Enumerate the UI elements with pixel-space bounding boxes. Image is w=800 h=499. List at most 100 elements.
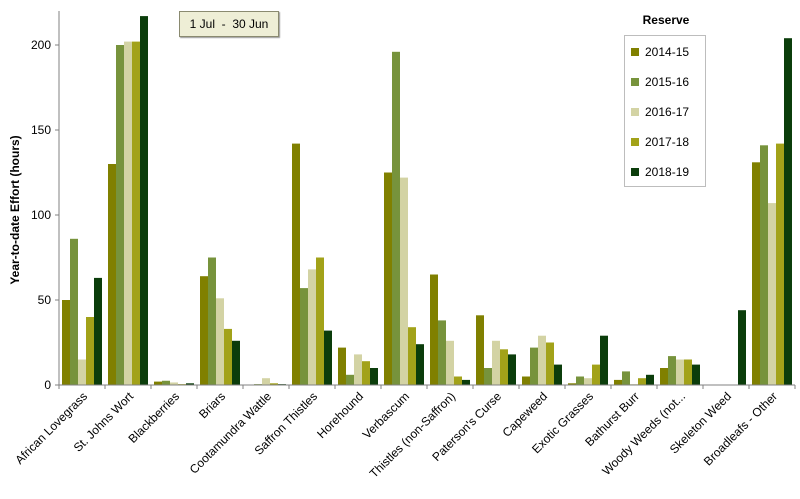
legend-item: 2017-18 — [631, 135, 689, 149]
legend-item: 2015-16 — [631, 75, 689, 89]
bar — [116, 45, 124, 385]
bar — [292, 143, 300, 385]
date-range-box: 1 Jul - 30 Jun — [179, 11, 279, 37]
bar — [646, 374, 654, 385]
bar — [70, 238, 78, 385]
bar — [492, 340, 500, 385]
bar — [454, 376, 462, 385]
bar — [576, 376, 584, 385]
bar — [78, 359, 86, 385]
y-tick-label: 100 — [31, 208, 51, 222]
bar — [132, 41, 140, 385]
bar — [538, 335, 546, 385]
bar — [760, 145, 768, 385]
bar — [300, 288, 308, 385]
bar — [584, 378, 592, 385]
bar — [660, 368, 668, 385]
x-tick-label: Briars — [196, 389, 228, 421]
bar — [768, 203, 776, 385]
legend-swatch — [631, 168, 639, 176]
bar — [522, 376, 530, 385]
y-tick-label: 0 — [44, 378, 51, 392]
bar — [476, 315, 484, 385]
legend-label: 2018-19 — [645, 165, 690, 179]
bar — [140, 16, 148, 385]
x-tick-label: Thistles (non-Saffron) — [367, 389, 458, 480]
bar — [462, 379, 470, 385]
bar — [676, 359, 684, 385]
bar — [270, 383, 278, 385]
bar — [738, 310, 746, 385]
bar — [530, 347, 538, 385]
legend-label: 2017-18 — [645, 135, 690, 149]
x-tick-label: African Lovegrass — [12, 389, 90, 467]
x-tick-label: Woody Weeds (not... — [599, 389, 688, 478]
bar — [208, 257, 216, 385]
bar — [438, 320, 446, 385]
bar — [108, 164, 116, 385]
legend-swatch — [631, 108, 639, 116]
bar — [546, 342, 554, 385]
legend-swatch — [631, 138, 639, 146]
bar — [124, 41, 132, 385]
bar — [684, 359, 692, 385]
bar — [186, 383, 194, 385]
bar — [370, 368, 378, 385]
bar — [752, 162, 760, 385]
bar — [392, 51, 400, 386]
legend-swatch — [631, 78, 639, 86]
legend-item: 2016-17 — [631, 105, 689, 119]
bar — [308, 269, 316, 385]
y-tick-label: 200 — [31, 38, 51, 52]
bars-group — [62, 16, 792, 386]
bar — [446, 340, 454, 385]
x-tick-label: Horehound — [314, 389, 366, 441]
legend-label: 2014-15 — [645, 45, 690, 59]
bar — [592, 364, 600, 385]
bar — [232, 340, 240, 385]
bar — [430, 274, 438, 385]
legend-title: Reserve — [642, 13, 690, 27]
bar — [484, 368, 492, 385]
bar — [338, 347, 346, 385]
bar — [554, 364, 562, 385]
bar — [224, 328, 232, 385]
bar — [216, 298, 224, 385]
legend-item: 2014-15 — [631, 45, 689, 59]
y-axis-label: Year-to-date Effort (hours) — [8, 135, 22, 284]
bar — [86, 317, 94, 385]
bar — [62, 300, 70, 385]
bar — [384, 172, 392, 385]
bar — [262, 378, 270, 385]
legend-swatch — [631, 48, 639, 56]
bar — [154, 381, 162, 385]
bar — [784, 38, 792, 385]
legend: 2014-15 2015-16 2016-17 2017-18 2018-19 — [624, 35, 706, 187]
bar — [94, 277, 102, 385]
legend-item: 2018-19 — [631, 165, 689, 179]
bar — [354, 354, 362, 385]
bar — [400, 177, 408, 385]
bar — [316, 257, 324, 385]
legend-label: 2015-16 — [645, 75, 690, 89]
bar — [622, 371, 630, 385]
bar — [324, 330, 332, 385]
bar — [416, 344, 424, 385]
bar — [162, 380, 170, 385]
bar — [170, 382, 178, 385]
bar — [668, 356, 676, 385]
bar — [776, 143, 784, 385]
bar — [500, 349, 508, 385]
bar — [568, 383, 576, 385]
bar — [346, 374, 354, 385]
x-tick-label: Cootamundra Wattle — [187, 389, 275, 477]
bar — [614, 379, 622, 385]
bar — [692, 364, 700, 385]
y-tick-label: 150 — [31, 123, 51, 137]
bar — [362, 361, 370, 385]
bar — [200, 276, 208, 385]
bar — [638, 378, 646, 385]
bar — [408, 327, 416, 385]
bar — [600, 335, 608, 385]
